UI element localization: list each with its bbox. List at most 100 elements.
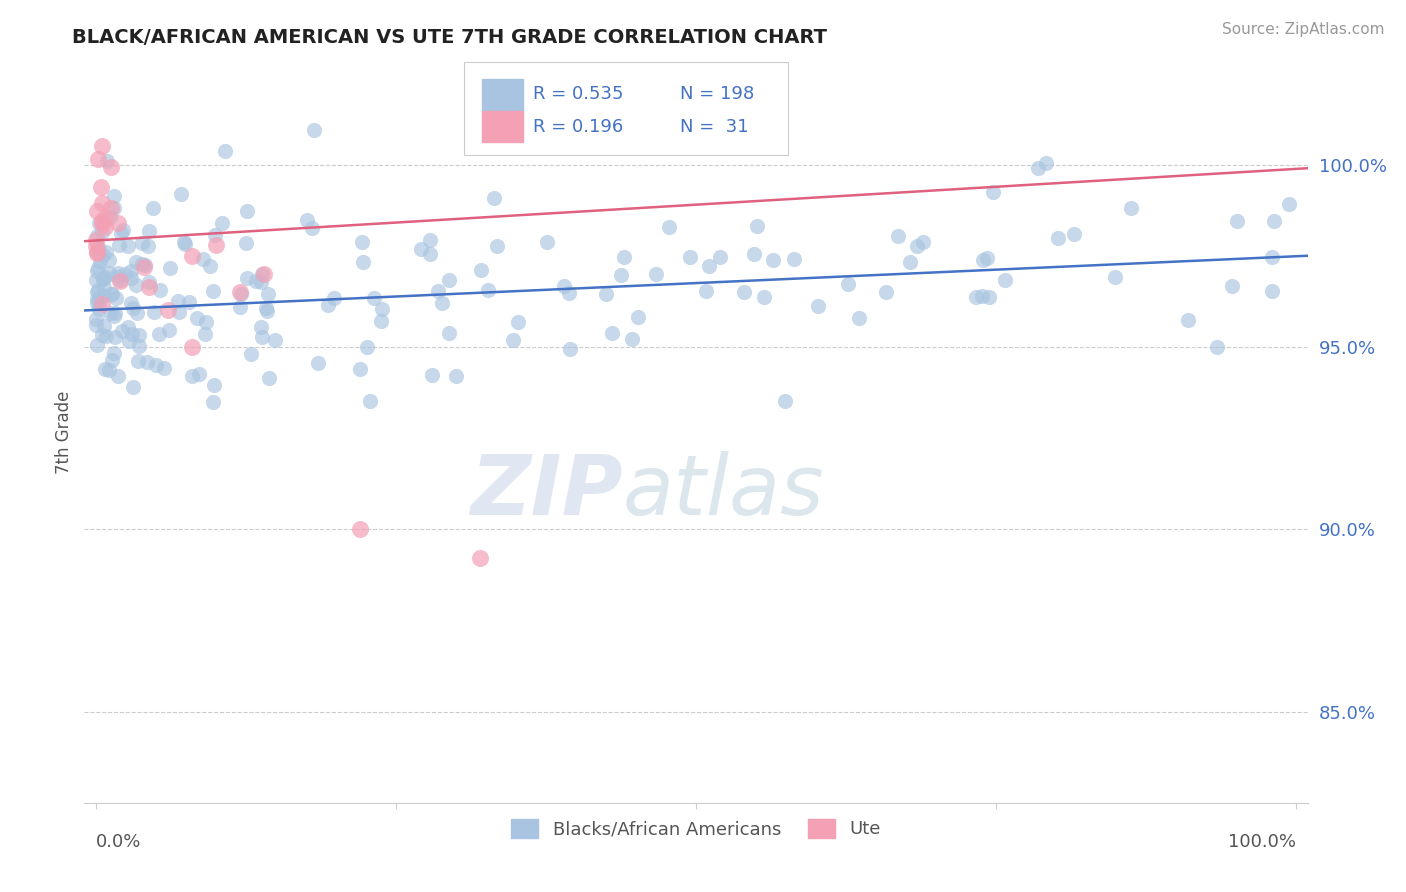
Point xyxy=(90,179,112,194)
Point xyxy=(318,298,340,312)
Point xyxy=(86,264,108,278)
Point xyxy=(875,285,897,300)
Point xyxy=(214,144,236,158)
Point xyxy=(120,271,142,285)
Point xyxy=(427,284,450,298)
Point xyxy=(733,285,755,300)
Point xyxy=(250,267,273,281)
Point xyxy=(560,342,582,356)
Point xyxy=(141,201,163,215)
Point xyxy=(152,361,174,376)
Point xyxy=(437,273,460,287)
Point xyxy=(111,223,134,237)
Point xyxy=(100,287,122,301)
Point xyxy=(349,522,371,536)
Point xyxy=(1026,161,1049,175)
Point xyxy=(201,285,224,299)
Point xyxy=(107,216,129,230)
Point xyxy=(235,203,257,218)
Point xyxy=(167,305,190,319)
Point xyxy=(352,255,374,269)
Point xyxy=(91,225,114,239)
Point xyxy=(91,297,114,311)
Point xyxy=(148,326,170,341)
Y-axis label: 7th Grade: 7th Grade xyxy=(55,391,73,475)
Text: R = 0.535: R = 0.535 xyxy=(533,86,624,103)
Point xyxy=(970,289,993,303)
Point xyxy=(86,204,108,219)
Point xyxy=(87,216,110,230)
Point xyxy=(100,201,122,215)
Point xyxy=(104,292,127,306)
Point xyxy=(91,270,114,285)
Point xyxy=(157,303,180,318)
Point xyxy=(621,332,644,346)
Point xyxy=(250,319,273,334)
Point xyxy=(91,289,114,303)
Point xyxy=(87,294,110,309)
Point xyxy=(138,224,160,238)
Point xyxy=(837,277,859,291)
Point xyxy=(121,327,143,342)
Point xyxy=(134,258,156,272)
Point xyxy=(439,326,461,341)
Point xyxy=(807,299,830,313)
Point xyxy=(107,368,129,383)
Point xyxy=(752,290,775,304)
Point xyxy=(371,301,394,316)
Point xyxy=(118,334,141,348)
Point xyxy=(484,191,506,205)
Point xyxy=(256,304,278,318)
Point xyxy=(553,279,575,293)
Point xyxy=(86,296,108,310)
Point xyxy=(301,221,323,235)
Point xyxy=(257,286,280,301)
Point xyxy=(86,239,108,253)
Point xyxy=(100,286,122,301)
Point xyxy=(250,275,273,289)
Point xyxy=(86,312,108,326)
Point xyxy=(1206,340,1229,354)
Point xyxy=(94,220,117,235)
Point xyxy=(350,235,373,249)
Point xyxy=(204,377,226,392)
Point xyxy=(87,240,110,254)
Point xyxy=(972,252,994,267)
Point xyxy=(302,123,325,137)
Point xyxy=(136,239,159,253)
Point xyxy=(419,233,441,247)
Point xyxy=(409,242,432,256)
Point xyxy=(128,339,150,353)
Point xyxy=(229,287,252,301)
Point xyxy=(1263,214,1285,228)
Point xyxy=(101,353,124,368)
Text: BLACK/AFRICAN AMERICAN VS UTE 7TH GRADE CORRELATION CHART: BLACK/AFRICAN AMERICAN VS UTE 7TH GRADE … xyxy=(72,28,827,47)
Point xyxy=(86,285,108,299)
Point xyxy=(762,252,785,267)
Point xyxy=(363,291,385,305)
Point xyxy=(263,333,285,347)
Point xyxy=(470,263,492,277)
Point xyxy=(104,330,127,344)
Point xyxy=(536,235,558,249)
Point xyxy=(709,251,731,265)
Point xyxy=(87,261,110,276)
Point xyxy=(94,329,117,343)
Point xyxy=(370,313,392,327)
Point xyxy=(1177,313,1199,327)
Point xyxy=(98,252,121,267)
Point xyxy=(600,326,623,340)
Point xyxy=(90,196,112,211)
Point xyxy=(170,187,193,202)
Point xyxy=(89,254,111,268)
Point xyxy=(181,340,204,354)
Point xyxy=(110,226,132,240)
Point xyxy=(627,310,650,324)
Point xyxy=(110,274,132,288)
Point xyxy=(181,369,204,384)
Point xyxy=(502,333,524,347)
FancyBboxPatch shape xyxy=(482,112,523,143)
Point xyxy=(430,296,453,310)
Text: 0.0%: 0.0% xyxy=(97,833,142,851)
Point xyxy=(173,235,195,249)
